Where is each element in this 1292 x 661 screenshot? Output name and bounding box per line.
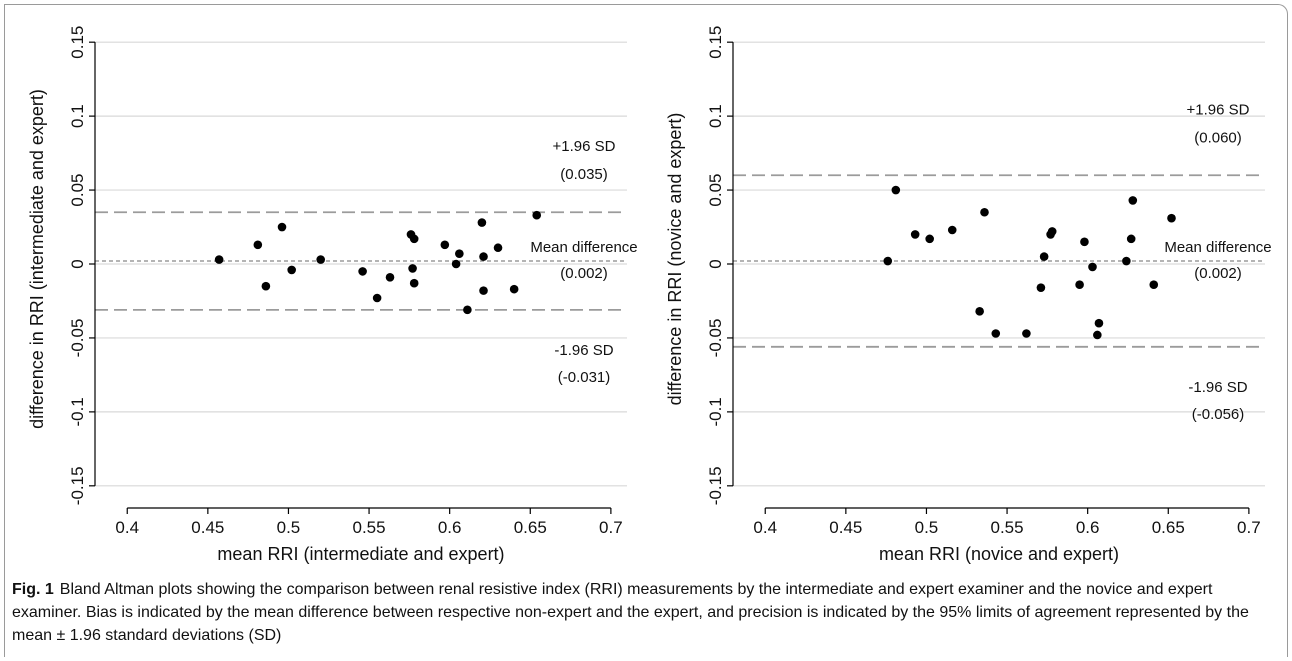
data-point	[1075, 280, 1084, 290]
lower-line-label: -1.96 SD	[554, 342, 613, 359]
y-axis-title: difference in RRI (intermediate and expe…	[27, 89, 47, 429]
x-tick-label: 0.55	[353, 518, 386, 537]
data-point	[991, 329, 1001, 338]
y-tick-label: -0.15	[706, 466, 725, 505]
data-point	[440, 240, 450, 250]
figure-caption: Fig. 1 Bland Altman plots showing the com…	[12, 578, 1276, 647]
y-tick-label: 0.15	[706, 26, 725, 59]
figure-frame	[4, 4, 1288, 657]
data-point	[385, 273, 395, 282]
caption-text: Bland Altman plots showing the compariso…	[12, 581, 1249, 644]
upper-line-value-label: (0.060)	[1194, 129, 1242, 146]
data-point	[947, 225, 957, 235]
x-axis-title: mean RRI (novice and expert)	[879, 544, 1119, 564]
data-point	[408, 264, 417, 273]
data-point	[1126, 234, 1136, 244]
data-point	[316, 255, 325, 264]
data-point	[1128, 196, 1138, 205]
data-point	[925, 234, 934, 244]
x-tick-label: 0.45	[191, 518, 224, 537]
data-point	[1093, 330, 1102, 340]
x-axis-title: mean RRI (intermediate and expert)	[217, 544, 504, 564]
lower-line-label: -1.96 SD	[1188, 379, 1247, 396]
data-point	[1094, 318, 1104, 328]
data-point	[493, 243, 503, 253]
data-point	[1039, 252, 1049, 261]
mean-line-label: Mean difference	[1164, 239, 1271, 256]
y-tick-label: -0.15	[68, 466, 87, 505]
mean-line-value-label: (0.002)	[1194, 265, 1242, 282]
data-point	[1080, 237, 1089, 247]
data-point	[1047, 227, 1057, 236]
y-tick-label: -0.1	[68, 397, 87, 426]
x-tick-label: 0.5	[915, 518, 939, 537]
data-point	[358, 267, 367, 276]
data-point	[910, 230, 920, 239]
y-tick-label: -0.1	[706, 397, 725, 426]
data-point	[479, 252, 488, 261]
y-tick-label: 0.05	[706, 174, 725, 207]
data-point	[409, 278, 419, 288]
data-point	[1036, 283, 1046, 292]
y-tick-label: -0.05	[706, 319, 725, 358]
y-tick-label: 0.1	[68, 104, 87, 128]
lower-line-value-label: (-0.031)	[558, 369, 611, 386]
caption-label: Fig. 1	[12, 581, 54, 598]
upper-line-value-label: (0.035)	[560, 166, 608, 183]
data-point	[1022, 329, 1031, 338]
x-tick-label: 0.6	[438, 518, 462, 537]
upper-line-label: +1.96 SD	[1187, 101, 1250, 118]
bland-altman-plot-novice: +1.96 SD (0.060) Mean difference (0.002) -1.…	[665, 26, 1272, 564]
x-tick-label: 0.45	[829, 518, 862, 537]
x-tick-label: 0.7	[1237, 518, 1261, 537]
data-point	[509, 284, 519, 294]
data-point	[891, 185, 901, 195]
mean-line-value-label: (0.002)	[560, 265, 608, 282]
x-tick-label: 0.4	[753, 518, 777, 537]
x-tick-label: 0.55	[991, 518, 1024, 537]
data-point	[1122, 256, 1131, 266]
data-point	[975, 307, 984, 316]
data-point	[463, 305, 472, 315]
data-point	[532, 210, 542, 220]
y-tick-label: 0.15	[68, 26, 87, 59]
data-point	[1149, 280, 1159, 290]
x-tick-label: 0.5	[277, 518, 301, 537]
y-tick-label: 0.1	[706, 104, 725, 128]
y-tick-label: 0.05	[68, 174, 87, 207]
x-tick-label: 0.7	[599, 518, 623, 537]
data-point	[287, 265, 296, 275]
x-tick-label: 0.4	[115, 518, 139, 537]
mean-line-label: Mean difference	[530, 239, 637, 256]
x-tick-label: 0.65	[514, 518, 547, 537]
data-point	[277, 222, 287, 232]
y-tick-label: 0	[68, 259, 87, 268]
data-point	[372, 293, 382, 303]
data-point	[261, 281, 271, 291]
y-tick-label: -0.05	[68, 319, 87, 358]
lower-line-value-label: (-0.056)	[1192, 406, 1245, 423]
data-point	[1088, 262, 1097, 272]
data-point	[883, 256, 893, 266]
y-tick-label: 0	[706, 259, 725, 268]
x-tick-label: 0.65	[1152, 518, 1185, 537]
upper-line-label: +1.96 SD	[553, 138, 616, 155]
data-point	[214, 255, 224, 264]
data-point	[455, 249, 464, 258]
x-tick-label: 0.6	[1076, 518, 1100, 537]
y-axis-title: difference in RRI (novice and expert)	[665, 113, 685, 406]
data-point	[477, 218, 487, 227]
data-point	[980, 207, 989, 217]
data-point	[253, 240, 263, 250]
data-point	[1167, 213, 1176, 223]
data-point	[479, 286, 488, 295]
bland-altman-plot-intermediate: +1.96 SD (0.035) Mean difference (0.002) -1.…	[27, 26, 638, 564]
data-point	[409, 234, 419, 244]
data-point	[451, 259, 461, 269]
